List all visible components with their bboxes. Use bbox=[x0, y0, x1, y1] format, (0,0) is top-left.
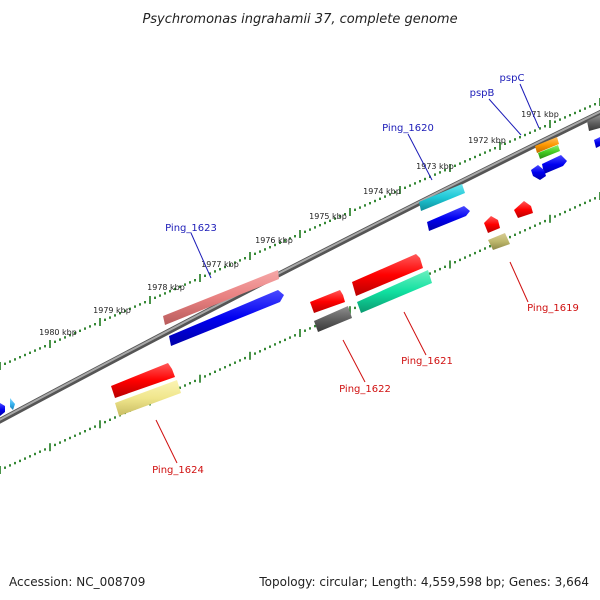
gene-ping-1624-bar[interactable] bbox=[115, 380, 181, 416]
gene-ping-1623[interactable] bbox=[163, 270, 279, 325]
scale-label-1972: 1972 kbp bbox=[468, 136, 506, 145]
scale-label-1971: 1971 kbp bbox=[521, 110, 559, 119]
gene-left-lightblue[interactable] bbox=[10, 398, 15, 410]
scale-label-1976: 1976 kbp bbox=[255, 236, 293, 245]
gene-ping-1619-small[interactable] bbox=[484, 216, 500, 233]
gene-ping-1623-cds[interactable] bbox=[169, 290, 284, 346]
gene-ping-1624[interactable] bbox=[111, 363, 175, 398]
gene-edge-blue[interactable] bbox=[594, 137, 600, 148]
gene-label-ping-1624[interactable]: Ping_1624 bbox=[152, 465, 204, 476]
gene-label-ping-1622[interactable]: Ping_1622 bbox=[339, 384, 391, 395]
gene-pspc[interactable] bbox=[535, 137, 559, 153]
scale-label-1977: 1977 kbp bbox=[201, 260, 239, 269]
gene-label-ping-1621[interactable]: Ping_1621 bbox=[401, 356, 453, 367]
gene-ping-1620[interactable] bbox=[419, 184, 465, 211]
scale-label-1980: 1980 kbp bbox=[39, 328, 77, 337]
scale-label-1978: 1978 kbp bbox=[147, 283, 185, 292]
genome-summary-text: Topology: circular; Length: 4,559,598 bp… bbox=[259, 575, 589, 589]
forward-leaders bbox=[190, 83, 540, 279]
map-title: Psychromonas ingrahamii 37, complete gen… bbox=[142, 12, 457, 27]
gene-ping-1620-cds[interactable] bbox=[427, 206, 470, 231]
gene-ping-1619-bar[interactable] bbox=[488, 233, 510, 250]
genome-backbone-highlight bbox=[0, 110, 600, 421]
gene-ping-1622[interactable] bbox=[310, 290, 345, 313]
gene-pspb[interactable] bbox=[542, 155, 567, 174]
scale-label-1973: 1973 kbp bbox=[416, 162, 454, 171]
gene-pspc-bar[interactable] bbox=[538, 145, 560, 159]
gene-label-ping-1620[interactable]: Ping_1620 bbox=[382, 123, 434, 134]
reverse-leaders bbox=[155, 261, 529, 464]
gene-ping-1619[interactable] bbox=[514, 201, 533, 218]
gene-left-blue[interactable] bbox=[0, 403, 5, 416]
scale-label-1975: 1975 kbp bbox=[309, 212, 347, 221]
scale-label-1979: 1979 kbp bbox=[93, 306, 131, 315]
gene-pspa-small[interactable] bbox=[531, 165, 546, 180]
gene-ping-1621[interactable] bbox=[352, 254, 423, 296]
gene-ping-1621-bar[interactable] bbox=[357, 270, 432, 313]
gene-label-pspc[interactable]: pspC bbox=[500, 73, 525, 84]
gene-label-ping-1619[interactable]: Ping_1619 bbox=[527, 303, 579, 314]
gene-label-ping-1623[interactable]: Ping_1623 bbox=[165, 223, 217, 234]
scale-ticks-outer bbox=[0, 98, 600, 370]
gene-ping-1622-bar[interactable] bbox=[314, 306, 352, 332]
accession-text: Accession: NC_008709 bbox=[9, 575, 146, 589]
gene-edge-grey[interactable] bbox=[587, 115, 600, 131]
scale-label-1974: 1974 kbp bbox=[363, 187, 401, 196]
gene-label-pspb[interactable]: pspB bbox=[470, 88, 495, 99]
